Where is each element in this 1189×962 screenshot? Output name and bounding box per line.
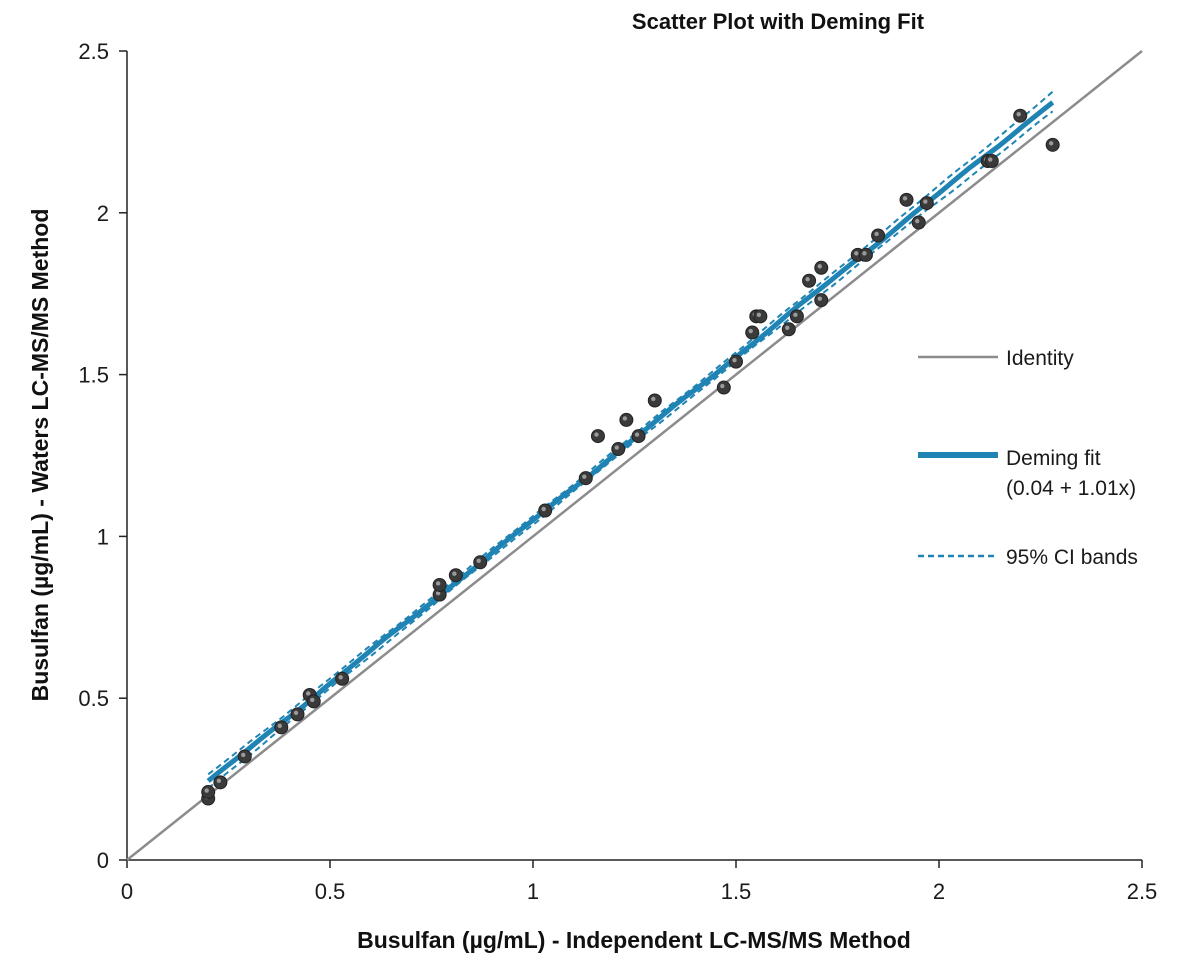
x-axis-title: Busulfan (µg/mL) - Independent LC-MS/MS …: [357, 927, 911, 953]
data-point-highlight: [862, 251, 867, 256]
data-point-highlight: [720, 383, 725, 389]
x-axis-ticks: 0 0.5 1 1.5 2 2.5: [121, 860, 1157, 904]
data-point-highlight: [748, 328, 753, 334]
data-point-highlight: [923, 199, 928, 204]
data-point-highlight: [435, 581, 441, 586]
x-tick-label: 2: [933, 879, 945, 904]
data-point-highlight: [594, 432, 599, 437]
legend: Identity Deming fit (0.04 + 1.01x) 95% C…: [918, 347, 1138, 569]
data-point-highlight: [817, 264, 822, 269]
data-point-highlight: [785, 325, 790, 330]
data-point-highlight: [805, 277, 810, 282]
data-point-highlight: [915, 218, 920, 224]
legend-label-deming-equation: (0.04 + 1.01x): [1006, 477, 1136, 500]
data-point-highlight: [651, 396, 656, 402]
data-point-highlight: [902, 196, 908, 201]
data-point-highlight: [277, 723, 282, 729]
data-point-highlight: [634, 432, 640, 437]
x-tick-label: 1: [527, 879, 539, 904]
data-point-highlight: [216, 778, 222, 784]
y-axis-ticks: 0 0.5 1 1.5 2 2.5: [78, 39, 127, 873]
data-point-highlight: [204, 788, 209, 793]
y-tick-label: 1.5: [78, 363, 109, 388]
x-tick-label: 1.5: [721, 879, 752, 904]
legend-label-ci-bands: 95% CI bands: [1006, 546, 1138, 569]
data-point-highlight: [582, 474, 587, 479]
data-point-highlight: [988, 157, 993, 162]
data-point-highlight: [874, 231, 879, 237]
y-tick-label: 0.5: [78, 686, 109, 711]
identity-line: [126, 50, 1143, 861]
y-tick-label: 1: [97, 524, 109, 549]
y-tick-label: 2: [97, 201, 109, 226]
y-tick-label: 0: [97, 848, 109, 873]
legend-label-identity: Identity: [1006, 347, 1074, 370]
data-point-highlight: [435, 590, 441, 596]
data-point-highlight: [241, 752, 246, 758]
data-point-highlight: [817, 296, 822, 301]
data-point-highlight: [293, 710, 299, 716]
data-point-highlight: [1048, 141, 1054, 146]
data-point-highlight: [732, 357, 737, 363]
data-point-highlight: [622, 416, 628, 421]
data-point-highlight: [614, 445, 619, 450]
data-point-highlight: [476, 558, 481, 563]
ci-upper-band: [207, 90, 1054, 776]
data-point-highlight: [452, 571, 457, 576]
data-point-highlight: [306, 691, 311, 696]
chart-title: Scatter Plot with Deming Fit: [632, 9, 925, 34]
data-points: [201, 108, 1060, 806]
x-tick-label: 0: [121, 879, 133, 904]
data-point-highlight: [338, 675, 343, 680]
data-point-highlight: [310, 697, 315, 703]
data-point-highlight: [756, 312, 762, 318]
x-tick-label: 0.5: [315, 879, 346, 904]
data-point-highlight: [1016, 112, 1021, 117]
y-axis-title: Busulfan (µg/mL) - Waters LC-MS/MS Metho…: [27, 209, 53, 702]
data-point-highlight: [541, 506, 546, 512]
legend-label-deming: Deming fit: [1006, 447, 1101, 470]
data-point-highlight: [793, 312, 798, 318]
axes: [126, 51, 1142, 861]
x-tick-label: 2.5: [1127, 879, 1158, 904]
ci-lower-band: [207, 110, 1054, 790]
deming-fit-line: [206, 100, 1055, 783]
y-tick-label: 2.5: [78, 39, 109, 64]
data-point-highlight: [854, 251, 859, 256]
